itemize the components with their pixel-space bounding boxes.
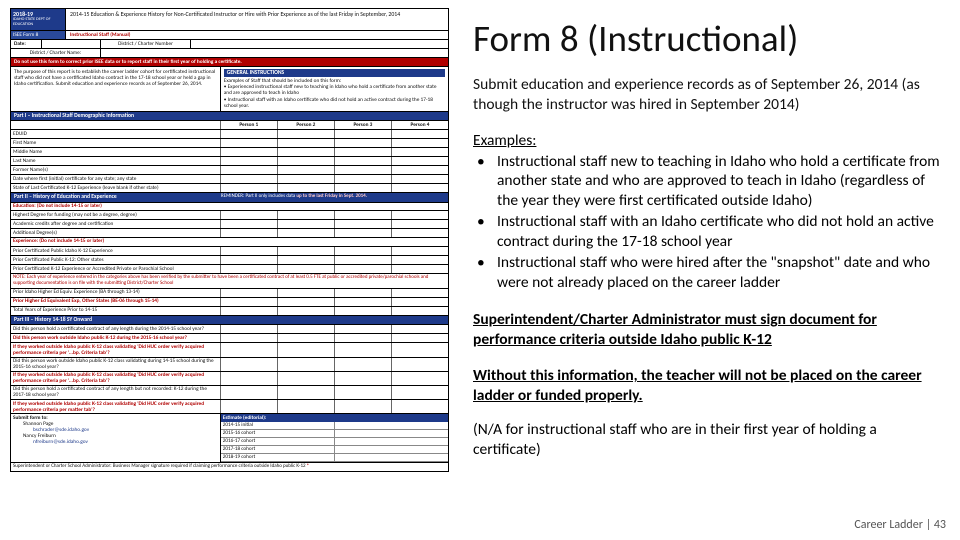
signature-row: Superintendent or Charter School Adminis…	[10, 463, 449, 472]
form-manual: Instructional Staff (Manual)	[65, 31, 448, 39]
p2-row: Prior Certificated Public K-12: Other st…	[11, 256, 221, 264]
education-section: Education: (Do not include 14-15 or late…	[10, 203, 449, 212]
p3-row: Did this person hold a certificated cont…	[11, 386, 221, 399]
p1-row: Middle Name	[11, 148, 221, 156]
superintendent-line: Superintendent/Charter Administrator mus…	[473, 310, 940, 350]
person-col: Person 2	[278, 121, 335, 129]
p3-row: If they worked outside Idaho public K-12…	[11, 400, 221, 413]
form-8-mock: 2018-19 IDAHO STATE DEPT OF EDUCATION 20…	[10, 8, 449, 472]
district-number-label: District / Charter Number	[101, 40, 191, 48]
part3-header: Part III – History 14-18 SY Onward	[10, 316, 449, 325]
p3-row: If they worked outside Idaho public K-12…	[11, 343, 221, 356]
general-instructions-text: Examples of Staff that should be include…	[224, 78, 445, 108]
bullet-item: Instructional staff who were hired after…	[497, 253, 940, 293]
top-red-warning: Do not use this form to correct prior IS…	[10, 58, 449, 67]
verification-note: NOTE: Each year of experience entered in…	[10, 274, 449, 289]
est-row: 2018-19 cohort	[221, 454, 335, 461]
date-value	[41, 40, 101, 48]
p3-row: Did this person hold a certificated cont…	[11, 325, 221, 333]
experience-section: Experience: (Do not include 14-15 or lat…	[10, 238, 449, 247]
form-org: IDAHO STATE DEPT OF EDUCATION	[13, 18, 63, 28]
bullet-dot: •	[473, 212, 497, 252]
district-name-value	[101, 49, 448, 57]
est-row: 2016-17 cohort	[221, 438, 335, 445]
date-label: Date:	[11, 40, 41, 48]
p1-row: Last Name	[11, 157, 221, 165]
p2-row: Academic credits after degree and certif…	[11, 220, 221, 228]
bullet-list: •Instructional staff new to teaching in …	[473, 152, 940, 293]
form-doc-title: 2014-15 Education & Experience History f…	[65, 9, 448, 30]
form-sub-badge: ISEE Form 8	[11, 31, 65, 39]
form-image-mock: 2018-19 IDAHO STATE DEPT OF EDUCATION 20…	[0, 0, 455, 540]
est-row: 2014-15 initial	[221, 422, 335, 429]
subtitle-text: Submit education and experience records …	[473, 75, 940, 115]
p1-row: Date where first (initial) certificate f…	[11, 175, 221, 183]
purpose-text: The purpose of this report is to establi…	[11, 67, 221, 111]
content-column: Form 8 (Instructional) Submit education …	[455, 0, 960, 540]
p3-row: If they worked outside Idaho public K-12…	[11, 372, 221, 385]
p2-row: Additional Degree(s)	[11, 229, 221, 237]
p3-row: Did this person work outside Idaho publi…	[11, 358, 221, 371]
p1-row: Former Name(s)	[11, 166, 221, 174]
estimate-header: Estimate (editorial):	[221, 414, 448, 422]
bullet-item: Instructional staff new to teaching in I…	[497, 152, 940, 211]
person-col: Person 3	[335, 121, 392, 129]
person-col: Person 4	[392, 121, 448, 129]
post-row: Prior Higher Ed Equivalent Exp, Other St…	[11, 298, 221, 306]
p2-row: Highest Degree for funding (may not be a…	[11, 211, 221, 219]
part2-header: Part II – History of Education and Exper…	[14, 194, 221, 200]
p3-row: Did this person work outside Idaho publi…	[11, 334, 221, 342]
submitter-email: nfreiburn@sde.idaho.gov	[33, 439, 218, 445]
slide-footer: Career Ladder | 43	[854, 518, 946, 532]
part2-reminder: REMINDER: Part II only includes data up …	[221, 194, 445, 200]
post-row: Total Years of Experience Prior to 14-15	[11, 307, 221, 315]
district-name-label: District / Charter Name:	[11, 49, 101, 57]
p2-row: Prior Certificated K-12 Experience or Ac…	[11, 265, 221, 273]
p1-row: EDUID	[11, 130, 221, 138]
p1-row: State of Last Certificated K-12 Experien…	[11, 184, 221, 192]
part1-header: Part I – Instructional Staff Demographic…	[10, 112, 449, 121]
est-row: 2015-16 cohort	[221, 430, 335, 437]
warning-line: Without this information, the teacher wi…	[473, 366, 940, 406]
examples-label: Examples:	[473, 131, 940, 150]
general-instructions-header: GENERAL INSTRUCTIONS	[224, 69, 445, 77]
bullet-item: Instructional staff with an Idaho certif…	[497, 212, 940, 252]
bullet-dot: •	[473, 253, 497, 293]
post-row: Prior Idaho Higher Ed Equiv. Experience …	[11, 289, 221, 297]
district-number-value	[191, 40, 448, 48]
na-line: (N/A for instructional staff who are in …	[473, 420, 940, 460]
person-col: Person 1	[221, 121, 278, 129]
page-title: Form 8 (Instructional)	[473, 16, 940, 61]
bullet-dot: •	[473, 152, 497, 211]
p2-row: Prior Certificated Public Idaho K-12 Exp…	[11, 247, 221, 255]
est-row: 2017-18 cohort	[221, 446, 335, 453]
p1-row: First Name	[11, 139, 221, 147]
